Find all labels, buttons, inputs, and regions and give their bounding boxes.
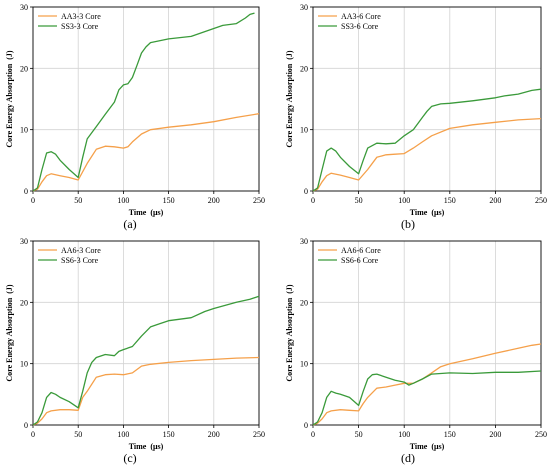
x-tick-label: 250 [253,430,265,439]
y-tick-label: 10 [20,126,28,135]
x-tick-label: 50 [74,196,82,205]
x-axis-label: Time (μs) [129,442,164,451]
legend-label: AA3-3 Core [61,12,101,21]
series-line-orange [32,356,260,426]
legend-label: SS6-3 Core [61,256,99,265]
x-tick-label: 250 [535,430,547,439]
y-axis-label: Core Energy Absorption (J) [5,50,14,148]
x-tick-label: 100 [398,430,410,439]
legend-label: SS3-6 Core [341,22,379,31]
x-tick-label: 0 [31,196,35,205]
x-tick-label: 250 [253,196,265,205]
y-axis-label: Core Energy Absorption (J) [285,50,294,148]
x-tick-label: 200 [208,430,220,439]
y-tick-label: 30 [20,237,28,246]
y-tick-label: 30 [20,3,28,12]
series-line-orange [32,113,260,192]
panel-label: (b) [401,217,415,231]
x-axis-label: Time (μs) [410,442,445,451]
y-tick-label: 20 [20,64,28,73]
y-tick-label: 0 [24,421,28,430]
x-tick-label: 50 [355,430,363,439]
panel-label: (c) [123,451,136,465]
y-tick-label: 30 [300,3,308,12]
plot-frame [312,6,542,192]
series-line-green [312,88,542,192]
y-tick-label: 30 [300,237,308,246]
x-tick-label: 200 [489,196,501,205]
y-tick-label: 20 [20,298,28,307]
y-tick-label: 20 [300,298,308,307]
chart-panel-2: 0 50 100 150 200 250 0 10 20 30 Time (μs) Core Ener… [285,3,547,231]
plot-frame [312,240,542,426]
legend-label: AA6-6 Core [341,246,381,255]
series-line-green [32,12,255,192]
panel-label: (d) [401,451,415,465]
chart-panel-1: 0 50 100 150 200 250 0 10 20 30 Time (μs) Core Ener… [5,3,265,231]
x-tick-label: 100 [117,196,129,205]
y-tick-label: 0 [304,421,308,430]
x-tick-label: 200 [489,430,501,439]
legend-label: AA6-3 Core [61,246,101,255]
x-tick-label: 100 [398,196,410,205]
x-tick-label: 50 [74,430,82,439]
y-tick-label: 0 [24,187,28,196]
x-axis-label: Time (μs) [410,208,445,217]
y-axis-label: Core Energy Absorption (J) [5,284,14,382]
series-line-green [32,295,260,426]
y-tick-label: 10 [20,360,28,369]
series-line-orange [312,343,542,426]
y-tick-label: 0 [304,187,308,196]
y-tick-label: 10 [300,126,308,135]
plot-frame [32,240,260,426]
x-tick-label: 0 [311,430,315,439]
legend-label: SS3-3 Core [61,22,99,31]
x-tick-label: 50 [355,196,363,205]
x-tick-label: 100 [117,430,129,439]
legend-label: AA3-6 Core [341,12,381,21]
y-axis-label: Core Energy Absorption (J) [285,284,294,382]
x-axis-label: Time (μs) [129,208,164,217]
x-tick-label: 150 [444,430,456,439]
x-tick-label: 150 [163,430,175,439]
x-tick-label: 0 [31,430,35,439]
x-tick-label: 0 [311,196,315,205]
y-tick-label: 10 [300,360,308,369]
x-tick-label: 250 [535,196,547,205]
chart-panel-3: 0 50 100 150 200 250 0 10 20 30 Time (μs) Core Ener… [5,237,265,465]
series-line-green [312,370,542,426]
legend-label: SS6-6 Core [341,256,379,265]
x-tick-label: 200 [208,196,220,205]
x-tick-label: 150 [163,196,175,205]
chart-panel-4: 0 50 100 150 200 250 0 10 20 30 Time (μs) Core Ener… [285,237,547,465]
panel-label: (a) [123,217,136,231]
y-tick-label: 20 [300,64,308,73]
x-tick-label: 150 [444,196,456,205]
series-line-orange [312,117,542,192]
plot-frame [32,6,260,192]
